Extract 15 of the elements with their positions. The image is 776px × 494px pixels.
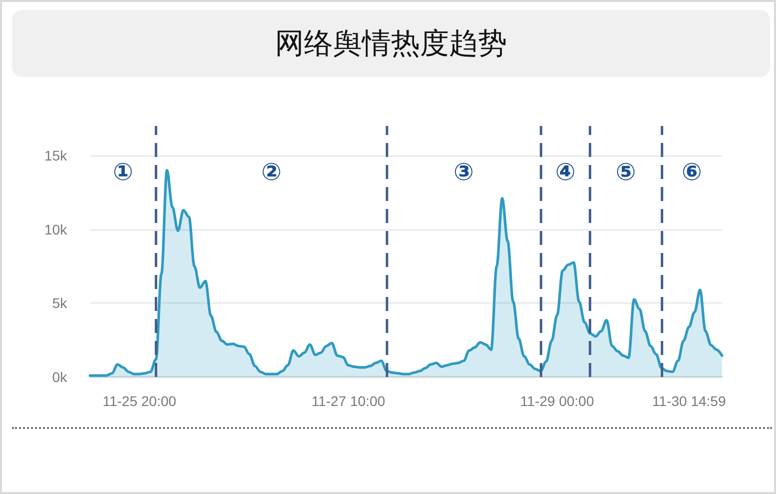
annotation: ⑤	[616, 158, 636, 186]
annotation: ②	[261, 158, 282, 186]
annotation: ⑥	[682, 158, 702, 186]
annotation: ③	[454, 158, 474, 186]
y-tick-label: 0k	[52, 369, 68, 385]
x-tick-label: 11-29 00:00	[520, 393, 594, 409]
y-tick-label: 15k	[44, 148, 68, 164]
annotation: ④	[555, 158, 576, 186]
chart-title: 网络舆情热度趋势	[275, 24, 507, 62]
x-tick-label: 11-30 14:59	[652, 393, 726, 409]
x-tick-label: 11-25 20:00	[102, 393, 177, 409]
y-tick-label: 10k	[44, 221, 68, 238]
annotation: ①	[112, 158, 134, 186]
x-tick-label: 11-27 10:00	[311, 393, 386, 409]
y-tick-label: 5k	[52, 295, 68, 312]
